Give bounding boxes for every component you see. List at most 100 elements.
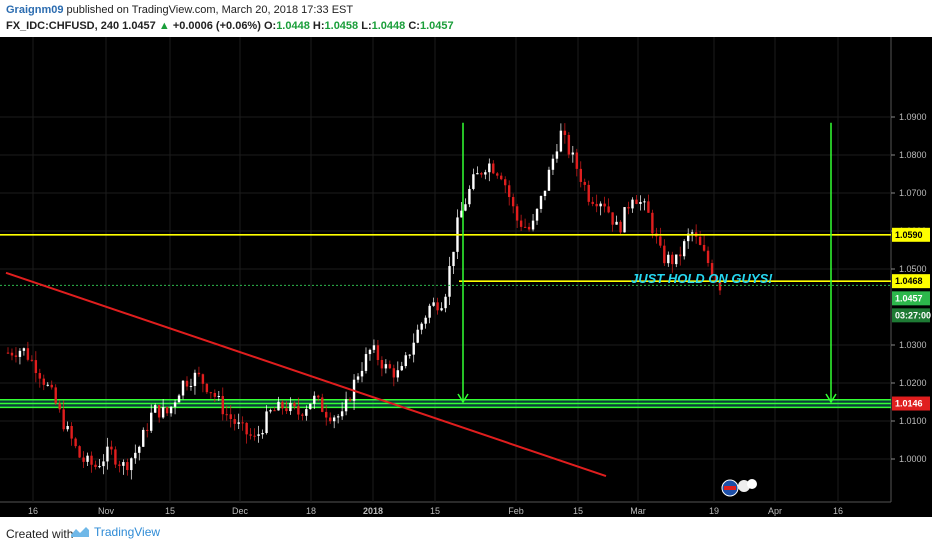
candle-body — [444, 296, 447, 309]
candle-body — [209, 392, 213, 394]
candle-body — [30, 359, 34, 361]
candle-body — [420, 323, 423, 330]
candle-body — [404, 355, 407, 367]
candle-body — [313, 395, 316, 404]
candle-body — [667, 254, 670, 264]
candle-body — [130, 458, 133, 471]
candle-body — [253, 435, 256, 437]
candle-body — [364, 354, 368, 371]
candle-body — [372, 345, 376, 350]
candle-body — [189, 385, 193, 387]
candle-body — [26, 348, 30, 360]
level-label-3-box — [892, 396, 930, 411]
tradingview-link[interactable]: TradingView — [70, 525, 160, 539]
candle-body — [18, 350, 22, 357]
candle-body — [492, 163, 495, 174]
candle-body — [229, 414, 232, 420]
candle-body — [611, 212, 614, 225]
candle-body — [285, 408, 288, 412]
candle-body — [122, 462, 125, 466]
candle-body — [110, 446, 113, 450]
candle-body — [468, 188, 471, 205]
price-chart[interactable]: 1.00001.01001.02001.03001.05001.06001.07… — [0, 37, 932, 517]
candle-body — [118, 464, 121, 466]
x-tick-label: Feb — [508, 506, 524, 516]
candle-body — [293, 402, 296, 407]
candle-body — [336, 416, 340, 418]
flag-icon[interactable] — [721, 479, 757, 497]
level-label-2: 1.0468 — [895, 276, 923, 286]
tradingview-logo-icon — [71, 527, 89, 537]
price-change: +0.0006 (+0.06%) — [172, 20, 261, 32]
candle-body — [70, 425, 73, 439]
candle-body — [396, 370, 400, 378]
candle-body — [126, 462, 129, 471]
candle-body — [90, 455, 93, 465]
low-label: L: — [361, 20, 372, 32]
annotation-text: JUST HOLD ON GUYS! — [631, 271, 773, 286]
candle-body — [340, 411, 344, 417]
close-value: 1.0457 — [419, 20, 454, 32]
candle-body — [348, 399, 352, 401]
candle-body — [384, 364, 388, 369]
candle-body — [221, 396, 224, 415]
candle-body — [432, 302, 435, 306]
up-arrow-icon: ▲ — [158, 20, 170, 32]
candle-body — [289, 402, 292, 412]
high-value: 1.0458 — [324, 20, 359, 32]
candle-body — [328, 417, 332, 422]
candle-body — [185, 380, 189, 387]
candle-body — [515, 206, 519, 221]
grid — [0, 37, 891, 502]
y-tick-label: 1.0100 — [899, 416, 927, 426]
candle-body — [54, 387, 57, 404]
candle-body — [169, 406, 173, 414]
support-zone — [0, 398, 891, 409]
candle-body — [619, 221, 622, 233]
candle-body — [631, 199, 634, 209]
level-label-2-box — [892, 274, 930, 289]
candle-body — [265, 411, 268, 433]
candle-body — [714, 275, 718, 282]
y-tick-label: 1.0700 — [899, 188, 927, 198]
y-tick-label: 1.0500 — [899, 264, 927, 274]
candle-body — [543, 190, 547, 197]
candle-body — [392, 368, 396, 378]
candle-body — [86, 455, 89, 462]
x-tick-label: Apr — [768, 506, 782, 516]
candle-body — [663, 245, 666, 264]
candle-body — [309, 403, 312, 410]
chart-area[interactable]: 1.00001.01001.02001.03001.05001.06001.07… — [0, 37, 932, 517]
candle-body — [281, 401, 284, 409]
x-tick-label: 19 — [709, 506, 719, 516]
candle-body — [134, 452, 137, 459]
candle-body — [10, 352, 14, 356]
candle-body — [452, 251, 455, 267]
x-tick-label: 15 — [165, 506, 175, 516]
candle-body — [539, 196, 543, 209]
author-link[interactable]: Graignm09 — [6, 4, 64, 16]
candle-body — [484, 172, 487, 175]
candle-body — [78, 446, 81, 458]
candle-body — [595, 203, 598, 207]
candle-body — [412, 342, 415, 355]
candle-body — [332, 417, 336, 422]
candle-body — [241, 422, 244, 424]
candle-body — [460, 210, 463, 218]
published-text: published on TradingView.com, March 20, … — [66, 4, 354, 16]
candle-body — [448, 266, 451, 297]
candle-body — [149, 412, 153, 431]
candle-body — [177, 395, 181, 403]
candles — [6, 123, 722, 480]
candle-body — [559, 130, 563, 152]
candle-body — [591, 201, 594, 204]
candle-body — [106, 446, 109, 462]
candle-body — [643, 201, 646, 203]
candle-body — [440, 308, 443, 311]
candle-body — [571, 152, 575, 155]
candle-body — [273, 410, 276, 412]
candle-body — [555, 151, 559, 159]
candle-body — [675, 254, 678, 265]
trend-line — [5, 271, 607, 478]
footer: Created with TradingView — [0, 517, 932, 550]
